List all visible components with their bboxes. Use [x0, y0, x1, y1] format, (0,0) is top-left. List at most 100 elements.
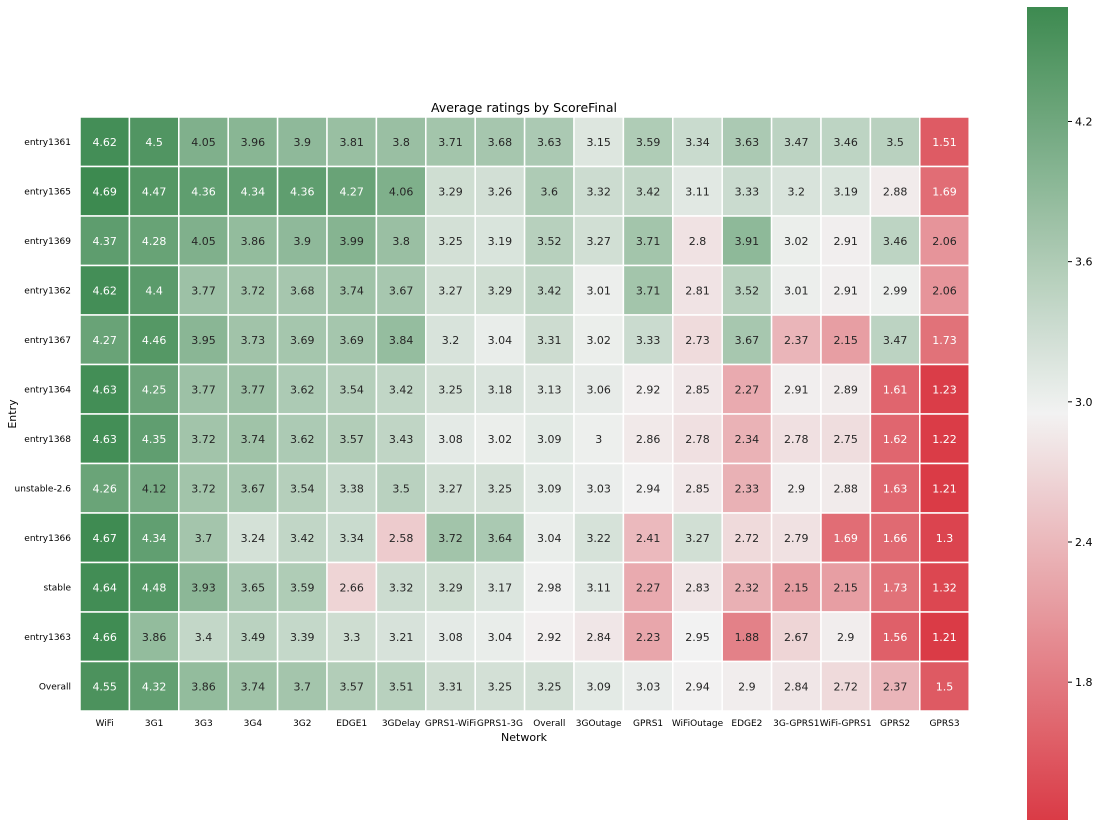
y-tick-label: entry1368	[24, 435, 71, 445]
heatmap-cell	[622, 215, 674, 267]
cell-value-label: 1.23	[932, 383, 957, 396]
cell-value-label: 4.34	[241, 185, 266, 198]
cell-value-label: 3.8	[392, 136, 410, 149]
heatmap-cell	[919, 116, 970, 168]
cell-value-label: 3.11	[685, 185, 710, 198]
heatmap-cell	[326, 561, 378, 613]
cell-value-label: 3.57	[339, 680, 364, 693]
heatmap-cell	[820, 561, 872, 613]
heatmap-cell	[128, 264, 180, 316]
heatmap-cell	[128, 462, 180, 514]
cell-value-label: 2.06	[932, 284, 957, 297]
colorbar-ticks: 4.2 3.6 3.0 2.4 1.8	[1068, 115, 1093, 689]
y-tick-label: entry1361	[24, 138, 71, 148]
cell-value-label: 4.47	[142, 185, 167, 198]
heatmap-cell	[573, 165, 625, 217]
cell-value-label: 3.63	[537, 136, 562, 149]
cell-value-label: 2.9	[837, 631, 855, 644]
cell-value-label: 3.63	[735, 136, 760, 149]
cell-value-label: 2.91	[833, 235, 858, 248]
cell-value-label: 3.04	[537, 532, 562, 545]
heatmap-cell	[721, 264, 773, 316]
cell-value-label: 4.48	[142, 581, 167, 594]
y-tick-label: unstable-2.6	[15, 484, 72, 494]
heatmap-cell	[375, 264, 427, 316]
cell-value-label: 2.06	[932, 235, 957, 248]
heatmap-cell	[375, 512, 427, 564]
cell-value-label: 4.28	[142, 235, 167, 248]
heatmap-cell	[276, 512, 328, 564]
cell-value-label: 3.86	[191, 680, 216, 693]
cell-value-label: 3.62	[290, 433, 315, 446]
cell-value-label: 3.46	[833, 136, 858, 149]
cell-value-label: 2.81	[685, 284, 710, 297]
heatmap-cell	[919, 165, 970, 217]
cell-value-label: 3.24	[241, 532, 266, 545]
chart-title: Average ratings by ScoreFinal	[431, 100, 617, 115]
cell-value-label: 2.72	[735, 532, 760, 545]
heatmap-cell	[523, 660, 575, 712]
cell-value-label: 2.92	[636, 383, 661, 396]
y-tick-label: entry1367	[24, 336, 71, 346]
heatmap-cell	[573, 512, 625, 564]
cell-value-label: 2.91	[833, 284, 858, 297]
cell-value-label: 2.84	[586, 631, 611, 644]
y-tick-label: entry1364	[24, 385, 71, 395]
heatmap-cell	[425, 116, 476, 168]
heatmap-cell	[869, 314, 921, 366]
cell-value-label: 4.63	[92, 383, 117, 396]
cell-value-label: 3.51	[389, 680, 414, 693]
heatmap-cell	[375, 314, 427, 366]
heatmap-cell	[672, 264, 723, 316]
cell-value-label: 3.04	[488, 631, 513, 644]
cell-value-label: 3.7	[294, 680, 312, 693]
heatmap-cell	[79, 314, 131, 366]
x-tick-label: 3G-GPRS1	[773, 719, 819, 729]
cell-value-label: 4.67	[92, 532, 117, 545]
cell-value-label: 3.2	[442, 334, 460, 347]
y-tick-label: entry1363	[24, 633, 71, 643]
cell-value-label: 3.5	[886, 136, 904, 149]
cell-value-label: 3.64	[488, 532, 513, 545]
heatmap-cell	[128, 116, 180, 168]
heatmap-cell	[474, 611, 526, 663]
cell-value-label: 3.27	[586, 235, 611, 248]
heatmap-cell	[425, 462, 476, 514]
cell-value-label: 3.01	[586, 284, 611, 297]
heatmap-cell	[128, 611, 180, 663]
cell-value-label: 2.92	[537, 631, 562, 644]
cell-value-label: 4.5	[145, 136, 163, 149]
x-tick-label: GPRS3	[929, 719, 959, 729]
cell-value-label: 3.96	[241, 136, 266, 149]
cell-value-label: 3.91	[735, 235, 760, 248]
heatmap-cell	[523, 215, 575, 267]
cell-value-label: 2.84	[784, 680, 809, 693]
cell-value-label: 3.42	[636, 185, 661, 198]
cell-value-label: 3.19	[488, 235, 513, 248]
heatmap-cell	[672, 462, 723, 514]
cell-value-label: 3.25	[488, 482, 513, 495]
cell-value-label: 4.35	[142, 433, 167, 446]
heatmap-cell	[178, 462, 229, 514]
cell-value-label: 2.37	[883, 680, 908, 693]
cell-value-label: 1.21	[932, 631, 957, 644]
heatmap-cell	[672, 363, 723, 415]
x-tick-label: 3GOutage	[576, 719, 622, 729]
heatmap-cell	[326, 462, 378, 514]
cell-value-label: 3.47	[784, 136, 809, 149]
cell-value-label: 2.37	[784, 334, 809, 347]
heatmap-cell	[622, 512, 674, 564]
cell-value-label: 2.23	[636, 631, 661, 644]
cell-value-label: 4.05	[191, 136, 216, 149]
cell-value-label: 3.29	[438, 185, 463, 198]
cell-value-label: 1.69	[833, 532, 858, 545]
heatmap-cell	[375, 660, 427, 712]
heatmap-cell	[128, 314, 180, 366]
cell-value-label: 3.54	[339, 383, 364, 396]
heatmap-cell	[425, 363, 476, 415]
cell-value-label: 3.46	[883, 235, 908, 248]
cell-value-label: 3.09	[537, 433, 562, 446]
cell-value-label: 3.3	[343, 631, 361, 644]
heatmap-cell	[276, 314, 328, 366]
heatmap-cell	[869, 116, 921, 168]
